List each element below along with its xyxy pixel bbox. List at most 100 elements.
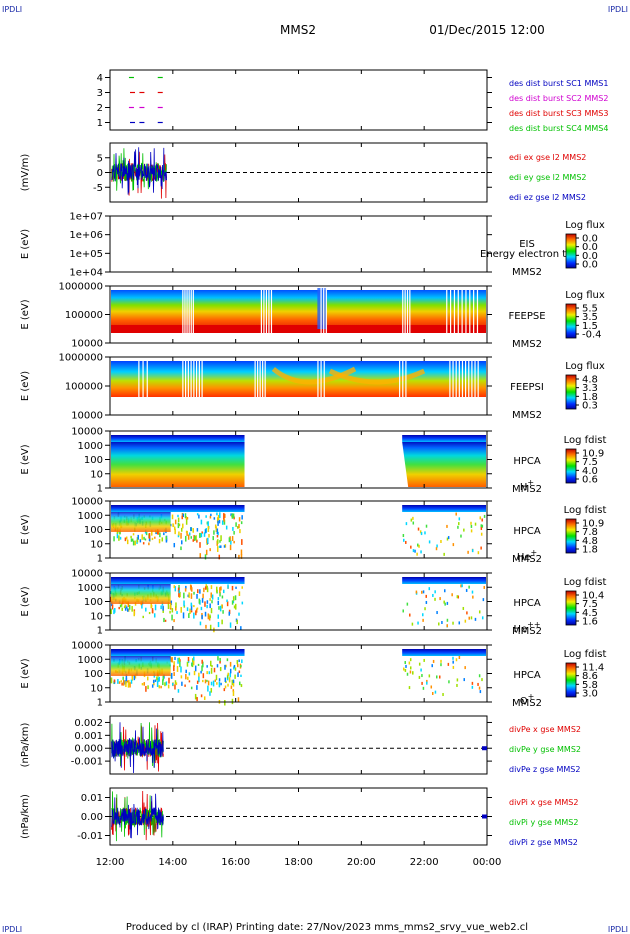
legend-entry: edi ez gse l2 MMS2 bbox=[509, 193, 586, 202]
spectrogram-speckle bbox=[178, 585, 180, 590]
spectrogram-speckle bbox=[143, 536, 145, 540]
spectrogram-speckle bbox=[133, 610, 135, 617]
spectrogram-speckle bbox=[241, 659, 243, 663]
spectrogram-speckle bbox=[230, 540, 232, 545]
spectrogram-speckle bbox=[225, 525, 228, 530]
data-gap bbox=[188, 286, 190, 343]
spectrogram-speckle bbox=[421, 674, 423, 678]
y-axis-label: (mV/m) bbox=[20, 154, 31, 192]
data-gap bbox=[465, 357, 467, 415]
colorbar bbox=[565, 518, 577, 554]
spectrogram-speckle bbox=[136, 537, 139, 543]
spectrogram-speckle bbox=[409, 658, 412, 662]
spectrogram-speckle bbox=[141, 534, 143, 540]
spectrogram-speckle bbox=[132, 540, 135, 546]
spectrogram-speckle bbox=[210, 585, 213, 590]
spectrogram-speckle bbox=[156, 676, 158, 681]
spectrogram-speckle bbox=[464, 619, 467, 623]
spectrogram-speckle bbox=[179, 661, 181, 668]
data-gap bbox=[323, 286, 325, 343]
data-gap bbox=[182, 357, 184, 415]
data-gap bbox=[477, 357, 479, 415]
spectrogram-speckle bbox=[145, 531, 148, 536]
y-tick-label: 10000 bbox=[71, 339, 103, 350]
spectrogram-speckle bbox=[455, 512, 457, 516]
instrument-label: FEEPSE bbox=[508, 311, 545, 322]
spectrogram-speckle bbox=[223, 688, 226, 692]
x-tick-label: 14:00 bbox=[158, 857, 187, 868]
spectrogram-speckle bbox=[423, 658, 425, 662]
data-gap bbox=[406, 286, 409, 343]
charge-label: + bbox=[528, 692, 535, 701]
spectrogram-speckle bbox=[165, 537, 168, 543]
legend-entry: divPe y gse MMS2 bbox=[509, 745, 581, 754]
spectrogram-speckle bbox=[196, 513, 199, 516]
spectrogram-speckle bbox=[201, 665, 203, 672]
spectrogram-speckle bbox=[124, 605, 127, 611]
spectrogram-speckle bbox=[412, 671, 414, 675]
spectrogram-speckle bbox=[173, 619, 175, 623]
spectrogram-speckle bbox=[412, 549, 415, 553]
spectrogram-speckle bbox=[169, 523, 172, 527]
spectrogram-speckle bbox=[154, 679, 157, 682]
panel-eis: E (eV) 1e+07 1e+06 1e+05 1e+04 EIS MMS2 Energy … bbox=[20, 212, 605, 279]
spectrogram-speckle bbox=[130, 538, 133, 542]
spectrogram-feature bbox=[317, 288, 327, 329]
spectrogram-speckle bbox=[425, 594, 427, 598]
spectrogram-speckle bbox=[170, 600, 173, 606]
spectrogram-speckle bbox=[426, 679, 428, 683]
spectrogram-speckle bbox=[185, 530, 188, 534]
spectrogram-speckle bbox=[164, 682, 166, 687]
spectrogram-speckle bbox=[151, 537, 154, 541]
spectrogram-speckle bbox=[141, 603, 143, 609]
spectrogram-speckle bbox=[174, 528, 176, 535]
spectrogram-speckle bbox=[182, 612, 185, 619]
spectrogram-speckle bbox=[237, 697, 240, 703]
y-tick-label: 10000 bbox=[71, 569, 103, 580]
spectrogram-speckle bbox=[436, 675, 438, 679]
spectrogram-speckle bbox=[178, 591, 180, 597]
spectrogram-speckle bbox=[116, 532, 119, 539]
y-tick-label: 100 bbox=[84, 669, 103, 680]
spectrogram-speckle bbox=[235, 522, 237, 527]
spectrogram-speckle bbox=[201, 598, 204, 603]
spectrogram-speckle bbox=[232, 679, 235, 684]
spectrogram-speckle bbox=[409, 666, 412, 670]
spectrogram-speckle bbox=[409, 670, 412, 674]
spectrogram-speckle bbox=[231, 679, 234, 686]
spectrogram-speckle bbox=[194, 693, 197, 700]
y-tick-label: 1e+06 bbox=[69, 230, 103, 241]
spectrogram-speckle bbox=[474, 617, 477, 621]
spectrogram-speckle bbox=[468, 585, 470, 589]
datetime-title: 01/Dec/2015 12:00 bbox=[429, 23, 545, 37]
spectrogram-speckle bbox=[206, 587, 209, 593]
spectrogram-speckle bbox=[483, 585, 485, 589]
spectrogram-speckle bbox=[188, 672, 191, 676]
spectrogram-speckle bbox=[241, 586, 243, 589]
data-gap bbox=[474, 357, 476, 415]
spectrogram-speckle bbox=[467, 550, 469, 554]
data-gap bbox=[264, 357, 266, 415]
spectrogram-speckle bbox=[175, 602, 177, 608]
spectrogram-speckle bbox=[229, 661, 232, 667]
colorbar-title: Log flux bbox=[565, 290, 605, 301]
spectrogram-speckle bbox=[196, 697, 198, 702]
spectrogram-speckle bbox=[480, 532, 483, 536]
colorbar-tick-label: 8.6 bbox=[582, 671, 598, 682]
spectrogram-speckle bbox=[160, 685, 162, 689]
data-gap bbox=[262, 357, 264, 415]
spectrogram-speckle bbox=[206, 671, 208, 675]
spectrogram-speckle bbox=[234, 595, 237, 601]
spectrogram-speckle bbox=[190, 610, 193, 613]
panel-feepse: E (eV) 1000000 100000 10000 FEEPSE MMS2 Log fl… bbox=[20, 282, 605, 351]
data-gap bbox=[320, 357, 322, 415]
spectrogram-speckle bbox=[482, 598, 485, 602]
spectrogram-speckle bbox=[142, 615, 144, 619]
spectrogram-speckle bbox=[210, 607, 213, 614]
spectrogram-speckle bbox=[481, 616, 484, 620]
spectrogram-speckle bbox=[144, 538, 147, 541]
spectrogram-speckle bbox=[405, 664, 407, 668]
colorbar-tick-label: 4.8 bbox=[582, 536, 598, 547]
y-tick-label: -0.001 bbox=[71, 757, 103, 768]
spectrogram-speckle bbox=[171, 682, 174, 686]
